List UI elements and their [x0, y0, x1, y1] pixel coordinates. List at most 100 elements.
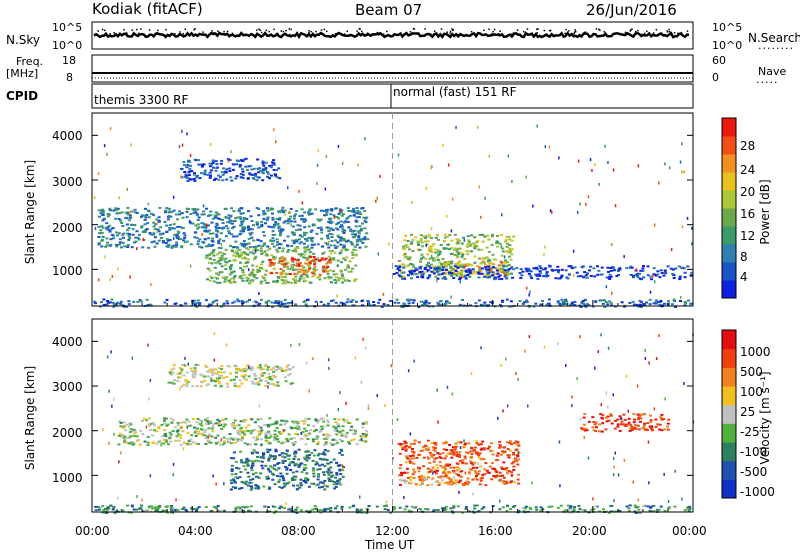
power-cell: [424, 237, 428, 240]
velocity-cell: [193, 373, 197, 376]
velocity-cell: [592, 508, 596, 511]
velocity-cell: [163, 419, 167, 422]
power-cell: [270, 164, 273, 167]
velocity-cell: [131, 505, 134, 508]
power-speck: [572, 249, 575, 253]
velocity-cell: [247, 375, 251, 378]
velocity-cell: [260, 460, 264, 463]
power-cell: [334, 207, 338, 210]
power-cell: [265, 253, 269, 256]
power-cell: [459, 273, 463, 276]
velocity-cell: [245, 368, 249, 371]
velocity-cell: [642, 504, 646, 507]
velocity-cell: [516, 454, 520, 457]
power-cell: [330, 209, 334, 212]
power-speck: [480, 215, 482, 219]
velocity-cell: [322, 458, 326, 461]
velocity-cell: [613, 427, 617, 430]
power-cell: [290, 245, 294, 247]
power-cell: [313, 273, 317, 276]
velocity-cell: [658, 428, 662, 431]
power-cell: [252, 249, 256, 252]
power-cell: [277, 229, 281, 232]
velocity-cell: [321, 427, 324, 430]
power-cell: [242, 240, 246, 242]
velocity-cell: [404, 449, 408, 452]
power-cell: [286, 219, 290, 222]
power-cell: [183, 241, 187, 244]
power-cell: [215, 277, 219, 280]
nsky-dot: [469, 33, 472, 36]
velocity-cell: [272, 473, 276, 476]
velocity-cell: [473, 470, 477, 472]
power-cell: [174, 245, 178, 248]
velocity-cell: [254, 471, 258, 474]
power-speck: [253, 257, 255, 261]
nsky-dot: [217, 30, 219, 32]
power-cell: [241, 279, 245, 282]
power-speck: [337, 264, 339, 268]
power-cell: [221, 173, 225, 176]
power-cell: [281, 211, 285, 214]
power-cell: [102, 217, 106, 220]
power-cell: [210, 239, 214, 242]
power-cell: [234, 255, 238, 258]
power-cell: [599, 273, 603, 276]
power-cell: [115, 244, 118, 246]
nsky-frame: [91, 21, 694, 50]
power-cell: [418, 248, 422, 251]
velocity-cell: [450, 456, 454, 459]
velocity-cell: [443, 470, 447, 472]
power-cell: [500, 261, 503, 264]
velocity-cell: [662, 418, 666, 420]
power-cell: [333, 278, 337, 281]
velocity-cell: [300, 462, 304, 465]
velocity-cell: [512, 481, 516, 484]
velocity-cell: [311, 459, 315, 462]
velocity-cell: [211, 423, 215, 425]
power-cell: [427, 302, 431, 305]
power-cell: [127, 300, 131, 303]
velocity-cell: [231, 486, 235, 489]
power-speck: [307, 244, 309, 248]
power-cell: [337, 212, 341, 215]
power-cell: [251, 264, 255, 267]
power-cell: [104, 245, 108, 248]
power-cell: [202, 222, 206, 225]
velocity-cell: [246, 462, 249, 465]
power-cell: [240, 207, 244, 210]
velocity-cell: [424, 508, 428, 510]
power-cell: [689, 303, 693, 306]
velocity-cell: [628, 510, 631, 513]
velocity-cell: [365, 507, 369, 510]
velocity-speck: [111, 404, 113, 408]
nsky-dot: [179, 32, 181, 35]
velocity-cell: [503, 483, 507, 485]
power-speck: [201, 233, 203, 236]
velocity-ytick-4000: 4000: [52, 335, 83, 349]
power-cell: [416, 276, 420, 279]
power-cell: [455, 242, 459, 245]
power-cell: [100, 210, 104, 213]
power-cell: [280, 260, 284, 263]
power-cell: [231, 168, 235, 171]
power-speck: [536, 124, 538, 128]
power-cell: [215, 272, 219, 275]
power-cell: [233, 251, 237, 254]
velocity-cell: [633, 510, 637, 513]
power-speck: [605, 285, 608, 289]
nsky-dot: [224, 33, 226, 35]
velocity-cbar-tick-25: 25: [740, 405, 756, 419]
power-cell: [193, 236, 197, 239]
velocity-speck: [505, 357, 507, 361]
velocity-cell: [135, 508, 138, 511]
power-cell: [342, 244, 346, 247]
nsearch-dots: ........: [758, 39, 794, 52]
velocity-speck: [172, 473, 174, 477]
velocity-cell: [245, 457, 249, 460]
power-cell: [280, 303, 284, 306]
power-cell: [191, 222, 195, 225]
velocity-cell: [209, 421, 213, 424]
power-cell: [218, 281, 222, 284]
velocity-cell: [264, 436, 268, 439]
